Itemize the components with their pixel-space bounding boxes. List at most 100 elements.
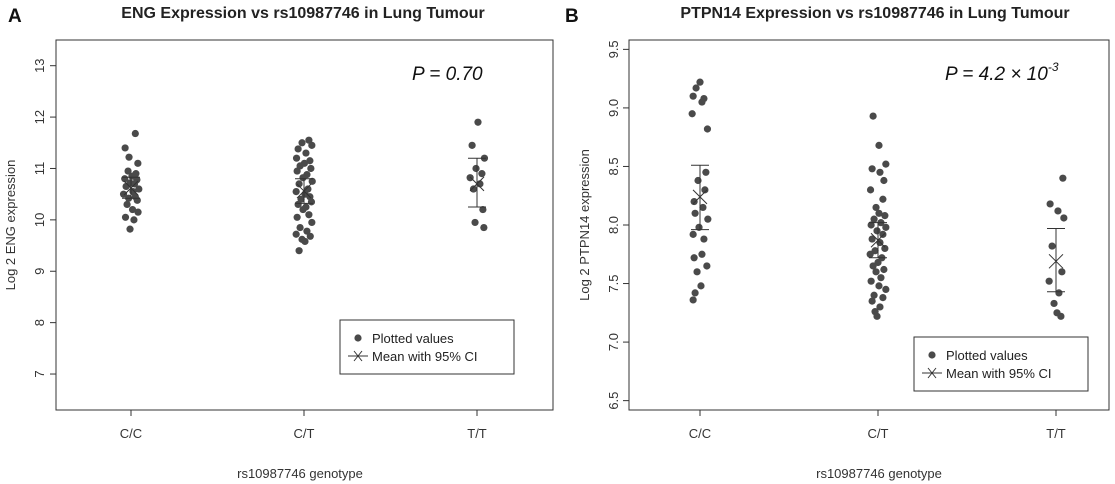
data-point-a: [134, 208, 142, 216]
data-point-b: [880, 176, 888, 185]
data-point-b: [870, 291, 878, 299]
data-point-b: [875, 282, 883, 290]
x-tick-label-a: T/T: [467, 426, 487, 441]
data-point-b: [879, 293, 887, 302]
legend-a: Plotted values Mean with 95% CI: [339, 319, 515, 375]
data-point-b: [699, 203, 707, 212]
legend-mean-cross-b: [927, 367, 937, 379]
legend-box-b: [913, 336, 1089, 392]
data-point-b: [701, 186, 709, 194]
data-point-b: [882, 223, 890, 231]
data-point-a: [474, 118, 482, 126]
data-point-b: [1057, 312, 1065, 320]
y-tick-label-b: 9.0: [606, 99, 621, 117]
data-point-b: [1055, 289, 1063, 297]
chart-a-svg: A ENG Expression vs rs10987746 in Lung T…: [3, 5, 554, 481]
data-point-b: [1046, 200, 1054, 208]
data-point-b: [691, 289, 699, 297]
data-point-b: [873, 312, 881, 320]
data-point-b: [879, 195, 887, 203]
x-tick-label-b: T/T: [1046, 426, 1066, 441]
p-value-a: P = 0.70: [412, 64, 483, 85]
y-tick-label-b: 7.0: [606, 333, 621, 351]
data-point-a: [292, 154, 301, 162]
data-point-a: [295, 247, 303, 255]
data-point-a: [472, 164, 480, 173]
chart-b-svg: B PTPN14 Expression vs rs10987746 in Lun…: [565, 5, 1110, 481]
data-point-a: [121, 213, 130, 221]
mean-ci-b: [691, 164, 1065, 293]
y-tick-label-b: 8.5: [606, 157, 621, 175]
data-point-a: [134, 159, 142, 167]
y-tick-label-b: 9.5: [606, 40, 621, 58]
data-point-b: [1058, 268, 1066, 276]
x-tick-label-b: C/C: [689, 426, 711, 441]
data-point-b: [700, 235, 708, 243]
y-axis-a: 7 8 9 10 11 12 13: [32, 58, 56, 378]
data-point-b: [872, 268, 880, 276]
data-point-b: [1054, 207, 1062, 215]
data-point-a: [125, 153, 133, 161]
data-point-b: [866, 186, 875, 194]
data-point-a: [306, 232, 314, 240]
data-point-b: [870, 215, 878, 223]
data-point-a: [303, 227, 311, 235]
mean-marker-b: [692, 189, 708, 205]
data-point-b: [689, 230, 697, 238]
data-point-a: [479, 205, 487, 214]
mean-marker-a: [469, 176, 485, 192]
legend-point-marker-b: [928, 351, 936, 359]
data-point-a: [122, 182, 130, 191]
chart-panel-b: B PTPN14 Expression vs rs10987746 in Lun…: [557, 0, 1115, 484]
y-tick-label-a: 10: [32, 213, 47, 227]
data-point-a: [293, 167, 301, 175]
p-value-prefix-b: P = 4.2 × 10: [945, 64, 1048, 85]
x-tick-label-a: C/C: [120, 426, 142, 441]
data-point-b: [877, 274, 885, 282]
data-point-a: [480, 223, 488, 232]
data-point-a: [123, 200, 131, 209]
data-point-b: [876, 168, 884, 176]
data-point-b: [1050, 299, 1058, 308]
data-point-b: [873, 227, 881, 235]
data-point-b: [690, 197, 698, 206]
data-point-a: [299, 205, 307, 214]
y-axis-title-a: Log 2 ENG expression: [3, 160, 18, 291]
y-tick-label-a: 8: [32, 319, 47, 326]
x-axis-title-b: rs10987746 genotype: [816, 466, 942, 481]
legend-box-a: [339, 319, 515, 375]
data-point-a: [124, 167, 132, 175]
chart-title-a: ENG Expression vs rs10987746 in Lung Tum…: [121, 5, 484, 22]
x-tick-label-a: C/T: [294, 426, 315, 441]
data-point-a: [130, 216, 138, 224]
chart-title-b: PTPN14 Expression vs rs10987746 in Lung …: [680, 5, 1069, 22]
data-point-a: [308, 218, 316, 227]
y-tick-label-b: 8.0: [606, 216, 621, 234]
data-point-a: [468, 141, 476, 149]
data-point-a: [308, 177, 316, 185]
data-point-b: [868, 297, 876, 305]
y-axis-title-b: Log 2 PTPN14 expression: [577, 149, 592, 301]
data-point-b: [868, 235, 876, 243]
p-value-text-b: P = 4.2 × 10-3: [945, 60, 1059, 85]
data-point-a: [294, 200, 302, 209]
data-point-b: [694, 176, 702, 185]
data-point-a: [131, 129, 139, 138]
data-point-b: [704, 215, 712, 223]
data-point-a: [302, 149, 310, 157]
y-tick-label-a: 12: [32, 110, 47, 124]
data-point-a: [294, 145, 302, 153]
data-point-b: [690, 254, 698, 262]
x-axis-b: C/C C/T T/T: [689, 410, 1066, 441]
data-point-b: [1060, 214, 1068, 222]
data-point-a: [295, 180, 303, 188]
data-point-b: [867, 277, 875, 285]
data-point-b: [872, 203, 880, 212]
data-point-a: [298, 139, 306, 147]
data-point-a: [121, 144, 129, 152]
y-tick-label-a: 11: [32, 162, 47, 176]
data-point-a: [308, 141, 316, 149]
data-point-b: [869, 262, 877, 270]
legend-points-label-b: Plotted values: [946, 348, 1028, 363]
data-point-b: [693, 268, 701, 276]
